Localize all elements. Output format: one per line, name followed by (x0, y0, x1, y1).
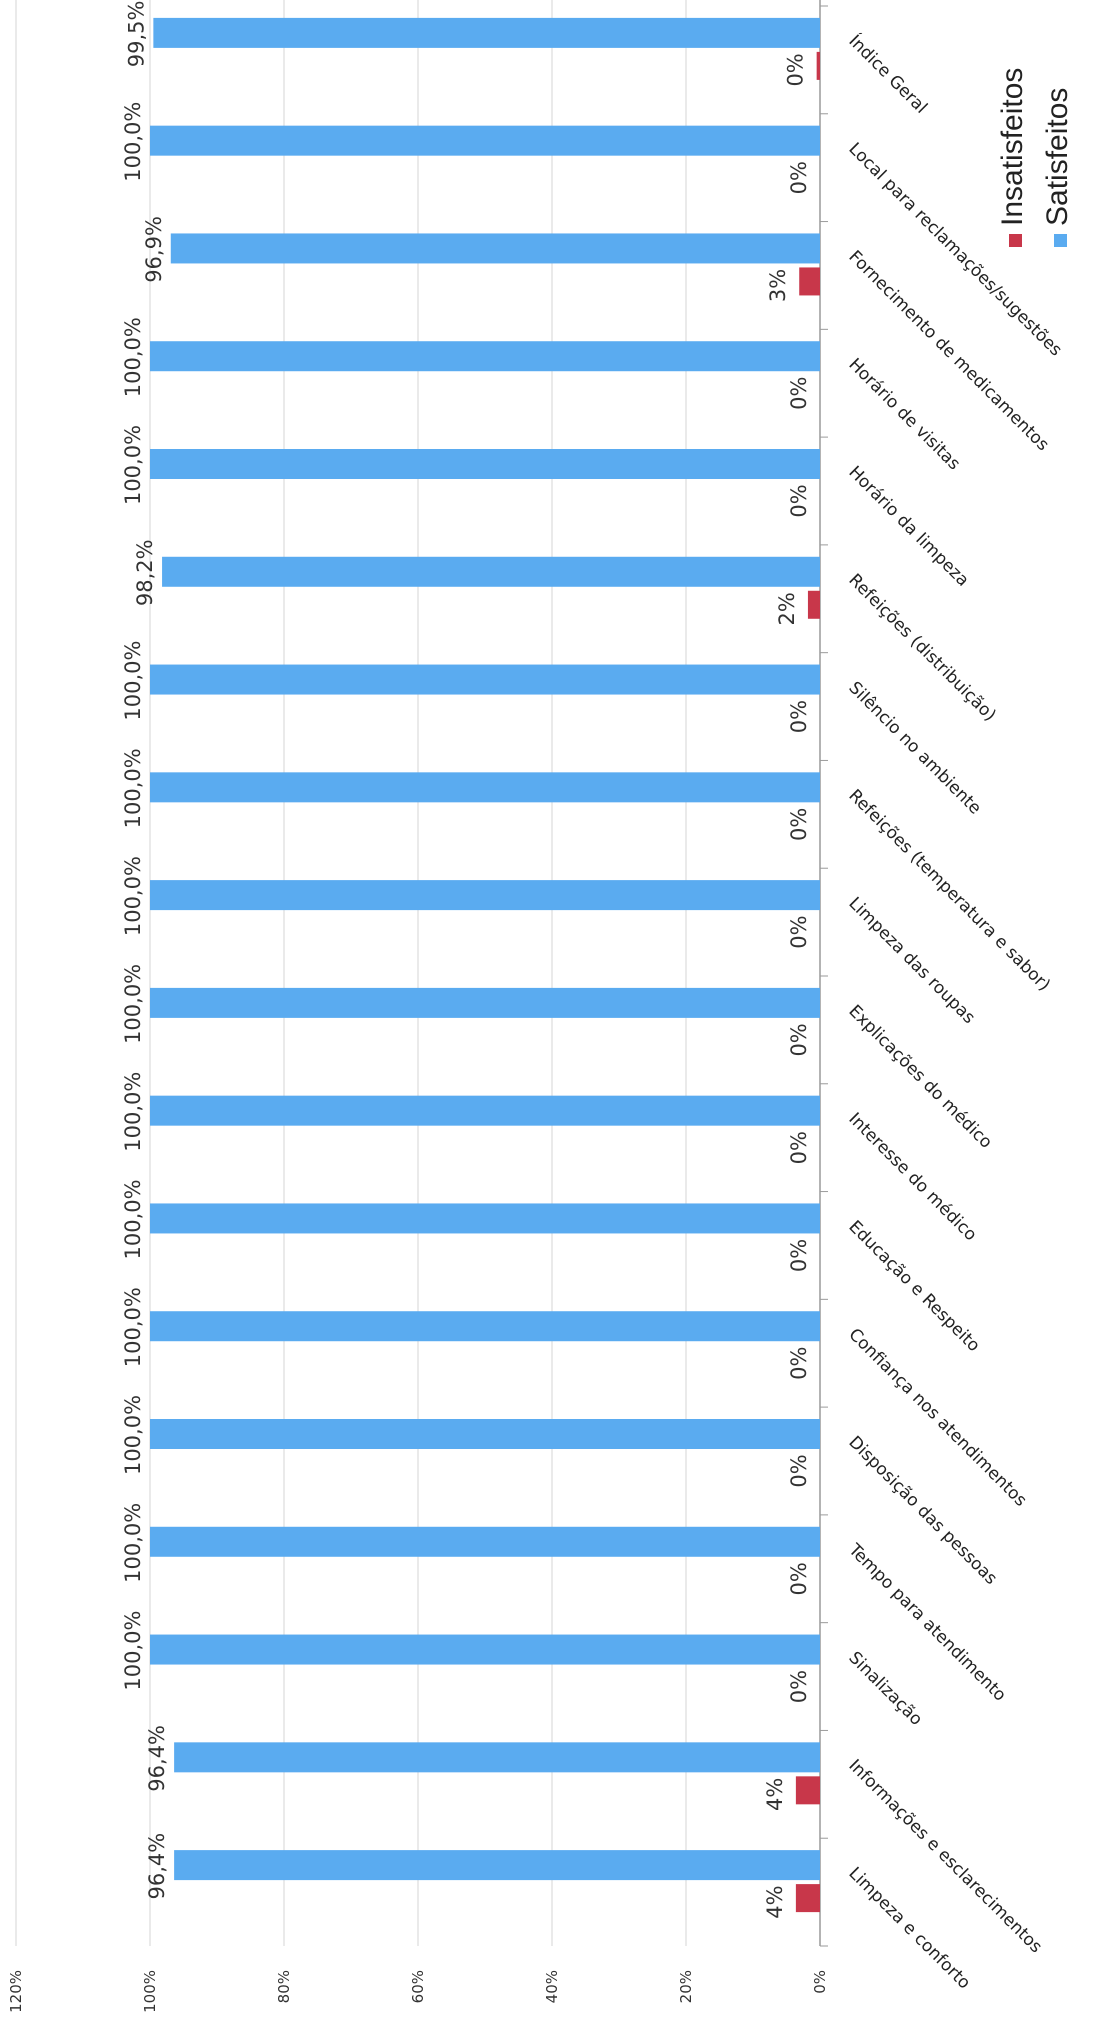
data-label-satisfeitos: 100,0% (121, 1179, 145, 1259)
category-label: Confiança nos atendimentos (844, 1325, 1030, 1511)
data-label-insatisfeitos: 0% (787, 1131, 811, 1164)
category-label: Índice Geral (844, 30, 932, 118)
bar-satisfeitos (162, 556, 820, 587)
tick-label: 60% (409, 1970, 427, 2003)
legend: Insatisfeitos Satisfeitos (996, 68, 1074, 247)
data-label-insatisfeitos: 0% (787, 700, 811, 733)
data-label-satisfeitos: 96,4% (145, 1833, 169, 1900)
bar-satisfeitos (174, 1850, 820, 1881)
tick-label: 40% (543, 1970, 561, 2003)
data-label-satisfeitos: 100,0% (121, 425, 145, 505)
category-label: Informações e esclarecimentos (844, 1756, 1046, 1958)
legend-swatch (1054, 234, 1067, 247)
value-axis: 0% 20% 40% 60% 80% 100% 120% (7, 0, 829, 2013)
data-label-satisfeitos: 99,5% (124, 1, 148, 68)
legend-label: Insatisfeitos (996, 68, 1029, 226)
legend-label: Satisfeitos (1041, 88, 1074, 226)
data-labels: 96,4% 4% 96,4% 4% 100,0% 0% 100,0% 0% 100,0% 0% 10… (121, 1, 811, 1919)
data-label-insatisfeitos: 2% (775, 592, 799, 625)
data-label-satisfeitos: 96,4% (145, 1725, 169, 1792)
bars (150, 17, 821, 1913)
data-label-insatisfeitos: 0% (787, 1239, 811, 1272)
data-label-insatisfeitos: 3% (766, 269, 790, 302)
data-label-insatisfeitos: 0% (787, 808, 811, 841)
data-label-insatisfeitos: 0% (787, 1454, 811, 1487)
data-label-insatisfeitos: 0% (787, 1670, 811, 1703)
bar-insatisfeitos (799, 267, 820, 296)
data-label-satisfeitos: 100,0% (121, 317, 145, 397)
data-label-satisfeitos: 100,0% (121, 641, 145, 721)
data-label-satisfeitos: 100,0% (121, 748, 145, 828)
bar-satisfeitos (150, 987, 820, 1018)
category-label: Fornecimento de medicamentos (844, 247, 1052, 455)
bar-satisfeitos (150, 1419, 820, 1449)
bar-satisfeitos (150, 449, 820, 479)
bar-satisfeitos (153, 17, 821, 48)
category-label: Sinalização (844, 1648, 926, 1730)
bar-insatisfeitos (816, 51, 820, 80)
bar-satisfeitos (150, 772, 820, 803)
category-label: Horário da limpeza (844, 462, 972, 590)
data-label-satisfeitos: 100,0% (121, 1395, 145, 1475)
bar-insatisfeitos (795, 1776, 820, 1805)
data-label-insatisfeitos: 0% (787, 915, 811, 948)
bar-satisfeitos (150, 664, 820, 695)
bar-satisfeitos (150, 1095, 820, 1126)
bar-insatisfeitos (795, 1884, 820, 1913)
data-label-satisfeitos: 100,0% (121, 1503, 145, 1583)
data-label-insatisfeitos: 4% (763, 1778, 787, 1811)
data-label-satisfeitos: 100,0% (121, 964, 145, 1044)
data-label-satisfeitos: 100,0% (121, 1287, 145, 1367)
data-label-insatisfeitos: 0% (787, 1023, 811, 1056)
data-label-satisfeitos: 100,0% (121, 1072, 145, 1152)
bar-satisfeitos (150, 1526, 820, 1557)
data-label-insatisfeitos: 0% (787, 484, 811, 517)
tick-label: 120% (7, 1970, 25, 2013)
grid (15, 0, 821, 1946)
bar-insatisfeitos (807, 590, 820, 619)
bar-satisfeitos (150, 125, 820, 156)
data-label-insatisfeitos: 0% (787, 161, 811, 194)
tick-label: 80% (275, 1970, 293, 2003)
bar-satisfeitos (150, 341, 820, 372)
bar-satisfeitos (174, 1742, 820, 1773)
data-label-insatisfeitos: 0% (787, 1347, 811, 1380)
bar-satisfeitos (150, 1203, 820, 1234)
category-label: Refeições (temperatura e sabor) (844, 786, 1054, 996)
tick-label: 0% (811, 1970, 829, 1994)
data-label-satisfeitos: 100,0% (121, 102, 145, 182)
tick-label: 100% (141, 1970, 159, 2013)
data-label-satisfeitos: 100,0% (121, 1611, 145, 1691)
legend-swatch (1009, 234, 1022, 247)
data-label-insatisfeitos: 0% (787, 377, 811, 410)
category-label: Horário de visitas (844, 355, 964, 475)
data-label-insatisfeitos: 4% (763, 1885, 787, 1918)
tick-label: 20% (677, 1970, 695, 2003)
bar-satisfeitos (150, 1634, 820, 1665)
bar-satisfeitos (150, 880, 820, 911)
data-label-satisfeitos: 98,2% (133, 539, 157, 606)
data-label-insatisfeitos: 0% (784, 53, 808, 86)
data-label-satisfeitos: 100,0% (121, 856, 145, 936)
category-label: Local para reclamações/sugestões (844, 139, 1065, 360)
category-label: Limpeza e conforto (844, 1864, 974, 1994)
data-label-satisfeitos: 96,9% (142, 216, 166, 283)
bar-satisfeitos (150, 1311, 820, 1342)
data-label-insatisfeitos: 0% (787, 1562, 811, 1595)
bar-satisfeitos (170, 233, 820, 264)
